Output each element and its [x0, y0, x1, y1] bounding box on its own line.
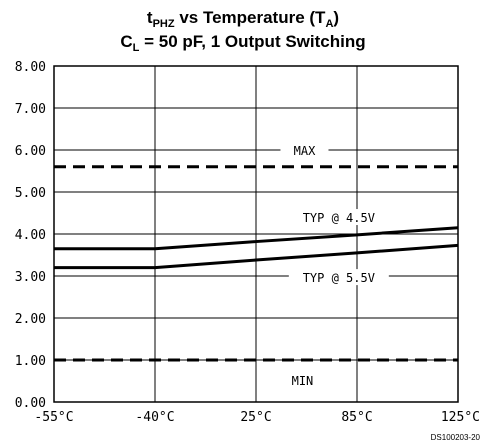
y-tick-label: 7.00: [15, 102, 46, 117]
x-tick-label: 25°C: [240, 410, 271, 425]
y-tick-label: 2.00: [15, 312, 46, 327]
title-t: t: [147, 8, 153, 27]
figure-code: DS100203-20: [431, 433, 481, 442]
plot-area: MAX TYP @ 4.5V TYP @ 5.5V MIN 0.00 1.00 2.00 3.…: [15, 60, 480, 425]
title-t-subscript: PHZ: [153, 18, 175, 30]
chart-title-line2: CL = 50 pF, 1 Output Switching: [120, 32, 365, 54]
x-tick-label: 85°C: [341, 410, 372, 425]
x-tick-label: 125°C: [441, 410, 480, 425]
y-tick-label: 6.00: [15, 144, 46, 159]
y-tick-label: 0.00: [15, 396, 46, 411]
series-label: MAX: [294, 144, 316, 158]
y-tick-label: 5.00: [15, 186, 46, 201]
title-c: C: [120, 32, 132, 51]
y-tick-label: 3.00: [15, 270, 46, 285]
title-cl-subscript: L: [133, 42, 140, 54]
series-label: TYP @ 4.5V: [303, 211, 375, 225]
series-label: MIN: [292, 374, 314, 388]
series-label-bg: [288, 269, 389, 286]
series-label: TYP @ 5.5V: [303, 271, 375, 285]
series-label-bg: [288, 209, 389, 226]
series-label-bg: [282, 372, 323, 388]
title-close-paren: ): [333, 8, 339, 27]
series-line-1: [54, 226, 459, 251]
x-tick-label: -40°C: [135, 410, 174, 425]
series-label-bg: [280, 141, 329, 158]
x-tick-label: -55°C: [34, 410, 73, 425]
series-line-2: [54, 243, 459, 270]
chart-title-line1: tPHZ vs Temperature (TA): [147, 8, 339, 30]
title-ta-subscript: A: [325, 18, 333, 30]
title-load-conditions: = 50 pF, 1 Output Switching: [139, 32, 365, 51]
title-vs-temperature: vs Temperature (T: [175, 8, 326, 27]
y-tick-label: 4.00: [15, 228, 46, 243]
y-tick-label: 1.00: [15, 354, 46, 369]
plot-frame: [53, 65, 459, 403]
y-tick-label: 8.00: [15, 60, 46, 75]
